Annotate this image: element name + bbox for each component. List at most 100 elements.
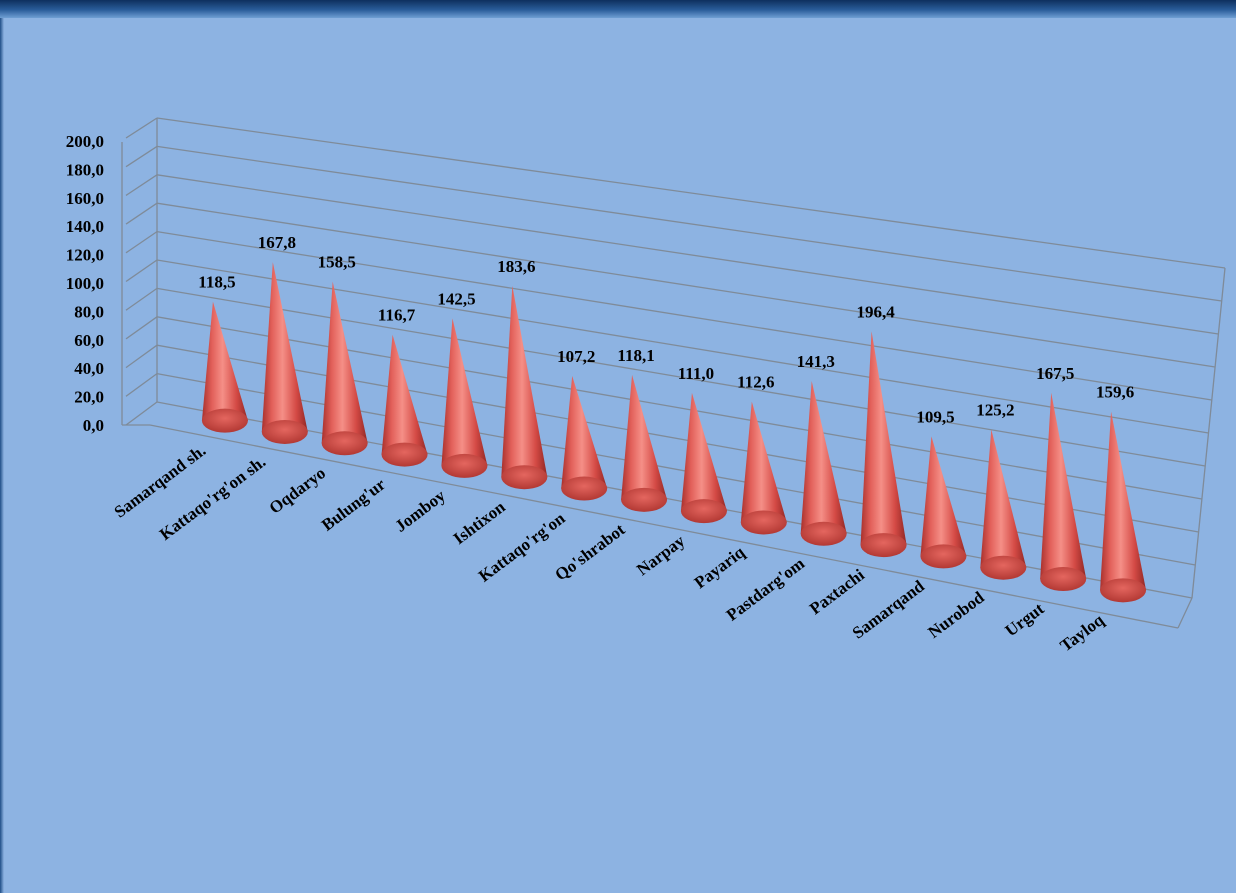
cone-bar (740, 401, 787, 535)
cone-base (740, 510, 787, 535)
cone-bar (621, 374, 668, 512)
axes (121, 118, 1226, 629)
data-label: 167,5 (1036, 364, 1074, 383)
x-tick-label: Ishtixon (450, 497, 509, 548)
x-tick-label: Tayloq (1057, 610, 1108, 655)
cone-base (621, 487, 668, 512)
data-labels: 118,5 167,8 158,5 116,7 142,5 183,6 107,2 118,1… (198, 233, 1134, 426)
cone-body (980, 429, 1027, 568)
cone-body (920, 436, 967, 557)
cone-body (1100, 411, 1147, 591)
cone-bar (1100, 411, 1147, 603)
window-left-edge (0, 18, 4, 893)
cone-base (860, 533, 907, 558)
cone-bar (321, 281, 368, 456)
x-tick-label: Oqdaryo (266, 463, 329, 517)
y-tick-label: 100,0 (66, 274, 104, 293)
side-gridline (125, 174, 158, 196)
cone-bar (201, 301, 248, 433)
cone-base (261, 419, 308, 444)
y-axis-ticks: 0,0 20,0 40,0 60,0 80,0 100,0 120,0 140,0 160,0 1… (66, 132, 104, 435)
cone-base (201, 408, 248, 433)
x-tick-label: Payariq (691, 542, 749, 592)
cone-body (800, 381, 847, 534)
cone-body (740, 401, 787, 523)
side-gridline (125, 287, 158, 311)
gridline (156, 230, 1212, 401)
gridline (156, 117, 1226, 269)
cone-bar (561, 375, 608, 501)
data-label: 125,2 (976, 400, 1014, 419)
x-tick-label: Bulung'ur (318, 474, 389, 534)
cone-body (501, 285, 548, 478)
data-label: 111,0 (678, 364, 714, 383)
cone-base (1040, 567, 1087, 592)
cone-bar (920, 436, 967, 569)
y-tick-label: 180,0 (66, 160, 104, 179)
side-gridline (125, 231, 158, 254)
cone-base (561, 476, 608, 501)
cone-base (680, 499, 727, 524)
x-tick-label: Paxtachi (806, 565, 868, 618)
x-tick-label: Qo'shrabot (551, 520, 628, 585)
cone-bar (680, 392, 727, 524)
data-label: 107,2 (557, 347, 595, 366)
gridline (156, 174, 1219, 335)
floor-right-edge (1177, 597, 1193, 629)
cone-bar (1040, 392, 1087, 592)
data-label: 112,6 (737, 373, 774, 392)
cone-body (860, 331, 907, 546)
back-right-edge (1191, 267, 1226, 599)
y-tick-label: 0,0 (83, 416, 104, 435)
cone-base (920, 544, 967, 569)
x-axis-line (149, 424, 1179, 629)
gridline (156, 202, 1216, 368)
cone-body (201, 301, 248, 421)
y-tick-label: 140,0 (66, 217, 104, 236)
cone-body (441, 318, 488, 466)
y-tick-label: 20,0 (74, 388, 104, 407)
x-tick-label: Samarqand (849, 576, 929, 642)
data-label: 141,3 (797, 352, 835, 371)
side-gridline (125, 117, 158, 139)
side-gridline (125, 344, 158, 369)
x-tick-label: Jomboy (391, 486, 449, 536)
cone-bar (381, 334, 428, 467)
data-label: 118,5 (198, 273, 235, 292)
cone-base (800, 521, 847, 546)
data-label: 159,6 (1096, 383, 1134, 402)
window-top-bar (0, 0, 1236, 18)
gridline (156, 401, 1193, 599)
data-label: 183,6 (497, 257, 535, 276)
data-label: 118,1 (617, 346, 654, 365)
data-label: 142,5 (437, 289, 475, 308)
cone-body (561, 375, 608, 489)
side-gridline (125, 316, 158, 340)
side-gridline (125, 259, 158, 283)
x-tick-label: Narpay (633, 531, 689, 579)
cone-bar (441, 318, 488, 478)
data-label: 158,5 (318, 253, 356, 272)
cone-bar (501, 285, 548, 490)
side-gridline (125, 401, 158, 426)
cone-body (381, 334, 428, 455)
x-tick-label: Nurobod (924, 587, 988, 642)
cone-body (680, 392, 727, 512)
cone-body (621, 374, 668, 500)
cone-body (261, 262, 308, 432)
side-gridline (125, 145, 158, 168)
data-label: 167,8 (258, 233, 296, 252)
side-gridline (125, 202, 158, 225)
x-tick-label: Urgut (1001, 599, 1047, 641)
cone-base (980, 555, 1027, 580)
cone-base (441, 453, 488, 478)
cone-bar (860, 331, 907, 558)
cone-base (321, 431, 368, 456)
y-tick-label: 60,0 (74, 331, 104, 350)
y-tick-label: 120,0 (66, 246, 104, 265)
data-label: 116,7 (378, 306, 416, 325)
y-tick-label: 160,0 (66, 189, 104, 208)
cone-body (321, 281, 368, 444)
